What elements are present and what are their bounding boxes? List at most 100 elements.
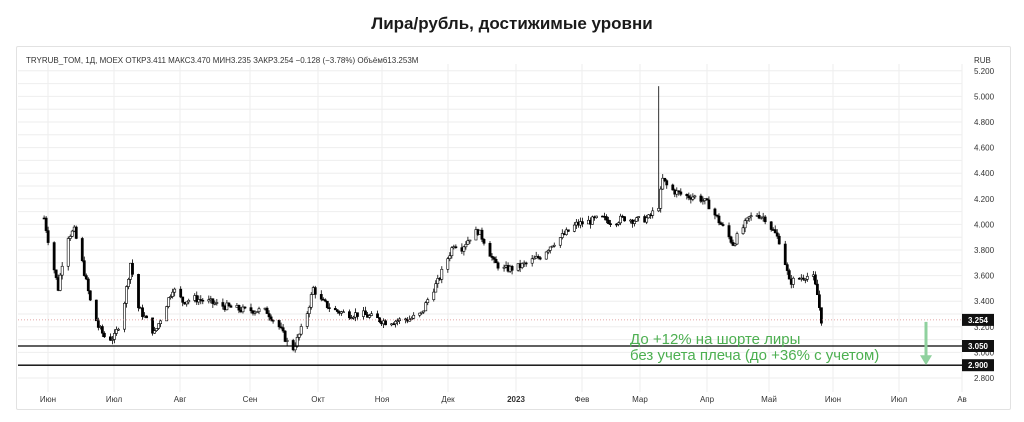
candle-body — [368, 315, 371, 318]
x-tick-label: Дек — [441, 395, 455, 404]
candle-body — [488, 243, 492, 257]
candle-body — [169, 296, 173, 298]
candle-body — [201, 299, 205, 302]
candle-body — [580, 221, 584, 225]
candle-body — [70, 230, 74, 237]
candle-body — [747, 216, 751, 219]
candle-body — [480, 229, 484, 240]
candle-body — [663, 177, 667, 181]
candle-body — [333, 308, 337, 311]
candle-body — [769, 221, 773, 230]
candle-body — [510, 265, 514, 271]
candle-body — [207, 299, 211, 302]
x-tick-label: Ноя — [375, 395, 390, 404]
candle-body — [707, 199, 711, 210]
x-tick-label: Июл — [106, 395, 123, 404]
candle-body — [633, 220, 637, 224]
candle-body — [619, 215, 622, 224]
candle-body — [496, 262, 500, 269]
x-tick-label: Июн — [825, 395, 841, 404]
candle-body — [436, 278, 440, 284]
candle-body — [560, 233, 564, 238]
candle-body — [815, 283, 819, 296]
symbol-info-line: TRYRUB_TOM, 1Д, MOEX ОТКР3.411 МАКС3.470… — [26, 56, 419, 65]
candle-body — [645, 217, 649, 223]
candle-body — [412, 314, 416, 319]
candle-body — [82, 260, 86, 276]
candle-body — [111, 339, 114, 341]
candle-body — [448, 255, 452, 259]
candle-body — [155, 328, 158, 331]
candle-body — [813, 274, 817, 285]
candle-body — [394, 320, 398, 325]
candle-body — [701, 200, 705, 202]
x-tick-label: Ав — [957, 395, 967, 404]
candle-body — [675, 190, 679, 195]
candle-body — [356, 312, 359, 317]
y-tick-label: 5.000 — [974, 92, 995, 101]
candle-body — [699, 195, 703, 202]
y-tick-label: 3.000 — [974, 348, 995, 357]
currency-label: RUB — [974, 56, 991, 65]
candle-body — [243, 306, 247, 309]
candle-body — [46, 230, 50, 243]
candle-body — [691, 196, 695, 200]
candle-body — [482, 238, 486, 244]
candle-body — [820, 307, 823, 324]
y-tick-label: 4.600 — [974, 144, 995, 153]
candle-body — [538, 257, 542, 260]
candle-body — [221, 302, 225, 307]
candle-body — [490, 256, 494, 258]
candle-body — [657, 207, 661, 212]
y-tick-label: 4.200 — [974, 195, 995, 204]
candle-body — [785, 264, 789, 271]
annotation-line-2: без учета плеча (до +36% с учетом) — [630, 347, 879, 364]
candle-body — [66, 238, 70, 267]
x-tick-label: Фев — [575, 395, 590, 404]
candle-body — [729, 236, 733, 243]
chart-frame — [16, 46, 1011, 410]
y-tick-label: 3.400 — [974, 297, 995, 306]
candle-body — [153, 330, 156, 334]
candle-body — [341, 311, 345, 313]
last-price-label: 3.254 — [968, 316, 989, 325]
candle-body — [145, 315, 148, 319]
candle-body — [735, 233, 739, 245]
candle-body — [693, 195, 697, 198]
candle-body — [468, 239, 472, 242]
y-tick-label: 5.200 — [974, 67, 995, 76]
last-price-badge — [962, 313, 994, 326]
candle-body — [777, 235, 781, 245]
candle-body — [801, 277, 805, 280]
candle-body — [376, 313, 379, 319]
candle-body — [384, 320, 387, 326]
candle-body — [494, 259, 498, 264]
candle-body — [52, 242, 56, 271]
candle-body — [173, 288, 177, 293]
candle-body — [466, 240, 470, 245]
candle-body — [96, 320, 100, 328]
candle-body — [283, 330, 287, 342]
candle-body — [117, 328, 120, 331]
candle-body — [719, 222, 723, 225]
candle-body — [558, 237, 562, 246]
y-tick-label: 3.200 — [974, 323, 995, 332]
y-tick-label: 3.800 — [974, 246, 995, 255]
candle-body — [713, 208, 717, 216]
candle-body — [520, 263, 524, 268]
candle-body — [352, 316, 355, 319]
candle-body — [229, 305, 233, 308]
candle-body — [677, 190, 681, 193]
candle-body — [717, 215, 721, 224]
candle-body — [285, 340, 289, 342]
candle-body — [741, 227, 745, 234]
candle-body — [241, 306, 245, 313]
candle-body — [348, 311, 351, 319]
candle-body — [249, 307, 253, 312]
candle-body — [54, 269, 58, 278]
candle-body — [805, 276, 809, 280]
candle-body — [80, 238, 84, 262]
candle-body — [705, 198, 709, 201]
y-tick-label: 4.000 — [974, 220, 995, 229]
candle-body — [255, 311, 259, 313]
